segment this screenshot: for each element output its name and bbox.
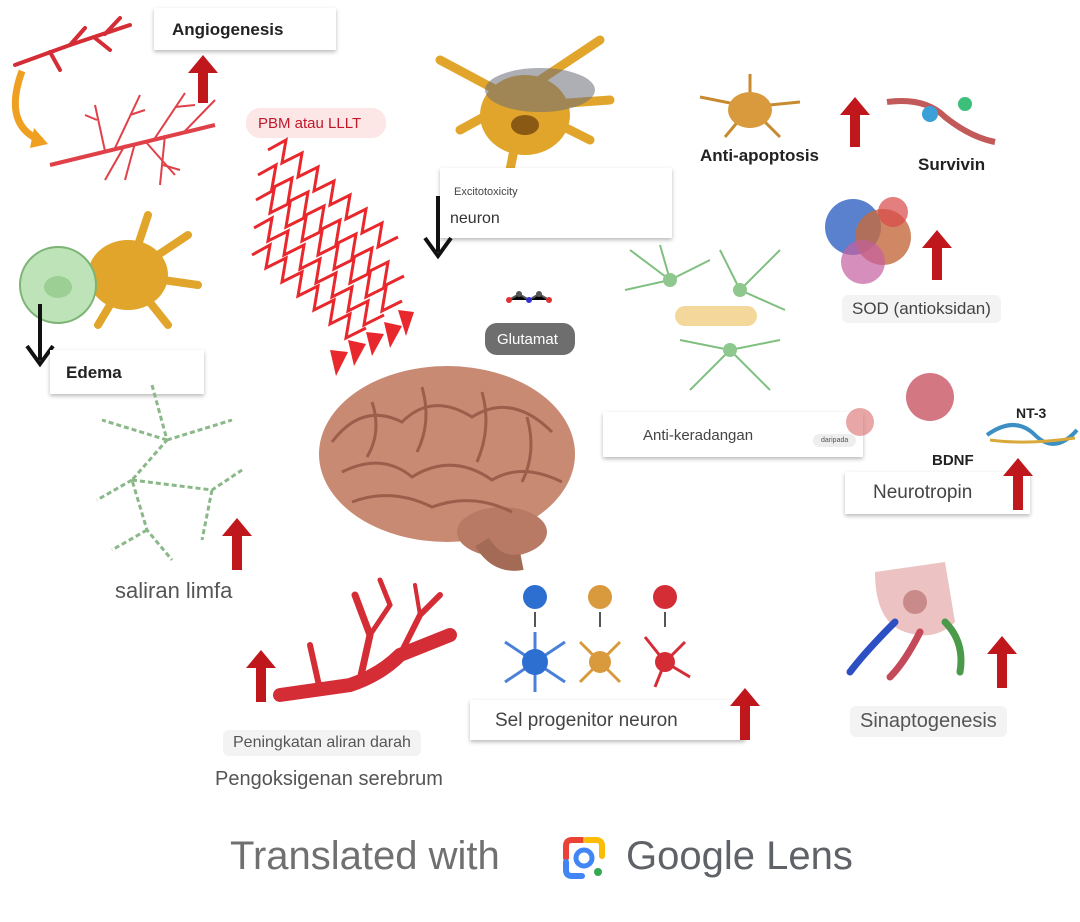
vessel-small-illustration <box>13 16 132 72</box>
up-arrow-icon <box>922 230 952 280</box>
neurotropin-label: Neurotropin <box>873 482 973 503</box>
blood-vessel-icon <box>273 577 457 702</box>
up-arrow-icon <box>730 688 760 740</box>
anti-apoptosis-label: Anti-apoptosis <box>700 146 819 165</box>
daripada-chip: daripada <box>813 434 857 447</box>
excitotoxicity-card: Excitotoxicity neuron <box>440 168 672 238</box>
edema-card: Edema <box>50 350 204 394</box>
glutamat-label: Glutamat <box>497 331 558 348</box>
vessel-branching-illustration <box>49 92 216 186</box>
pengoksigenan-label: Pengoksigenan serebrum <box>215 768 443 790</box>
neuron-label: neuron <box>450 210 500 227</box>
angiogenesis-label: Angiogenesis <box>172 20 284 39</box>
up-arrow-icon <box>840 97 870 147</box>
neurotropin-card: Neurotropin <box>845 472 1030 514</box>
peningkatan-label: Peningkatan aliran darah <box>233 734 411 751</box>
microglia-illustration <box>624 244 786 391</box>
anti-keradangan-label: Anti-keradangan <box>643 427 754 444</box>
google-lens-footer: Translated with Google Lens <box>0 828 1080 888</box>
survivin-protein-illustration <box>886 97 996 145</box>
laser-beam-icon <box>251 137 414 376</box>
down-arrow-icon <box>25 304 55 368</box>
angiogenesis-card: Angiogenesis <box>154 8 336 50</box>
sinaptogenesis-chip: Sinaptogenesis <box>850 706 1007 737</box>
translated-with-label: Translated with <box>230 834 500 878</box>
sel-progenitor-label: Sel progenitor neuron <box>495 710 678 731</box>
orange-curved-arrow-icon <box>11 69 48 148</box>
sod-label: SOD (antioksidan) <box>852 299 991 318</box>
glutamat-chip: Glutamat <box>485 323 575 355</box>
synapse-illustration <box>846 562 965 681</box>
up-arrow-icon <box>188 55 218 103</box>
anti-keradangan-card: Anti-keradangan daripada <box>603 412 863 457</box>
up-arrow-icon <box>987 636 1017 688</box>
neuron-icon <box>435 35 615 175</box>
up-arrow-icon <box>246 650 276 702</box>
up-arrow-icon <box>1003 458 1033 510</box>
edema-label: Edema <box>66 363 122 382</box>
saliran-limfa-label: saliran limfa <box>115 578 233 603</box>
excitotoxicity-label: Excitotoxicity <box>454 186 518 198</box>
edema-cell-illustration <box>19 211 202 329</box>
progenitor-card: Sel progenitor neuron <box>470 700 745 740</box>
apoptotic-cell-illustration <box>699 74 801 139</box>
bdnf-label: BDNF <box>932 452 974 469</box>
bdnf-protein-illustration <box>846 373 954 436</box>
sod-enzyme-illustration <box>825 197 911 284</box>
up-arrow-icon <box>222 518 252 570</box>
sinaptogenesis-label: Sinaptogenesis <box>860 710 997 732</box>
progenitor-cells-illustration <box>504 585 691 692</box>
google-lens-icon <box>563 837 605 879</box>
down-arrow-icon <box>423 196 453 260</box>
pbm-label-chip: PBM atau LLLT <box>246 108 386 138</box>
nt3-protein-illustration <box>985 423 1079 446</box>
nt3-label: NT-3 <box>1016 405 1047 421</box>
lymph-vessel-illustration <box>96 384 243 561</box>
glutamate-molecule-icon <box>506 291 552 303</box>
peningkatan-chip: Peningkatan aliran darah <box>223 730 421 756</box>
survivin-label: Survivin <box>918 155 986 174</box>
google-lens-brand: Google Lens <box>626 834 853 878</box>
sod-chip: SOD (antioksidan) <box>842 295 1001 323</box>
pbm-label: PBM atau LLLT <box>258 115 362 132</box>
brain-icon <box>319 366 575 571</box>
